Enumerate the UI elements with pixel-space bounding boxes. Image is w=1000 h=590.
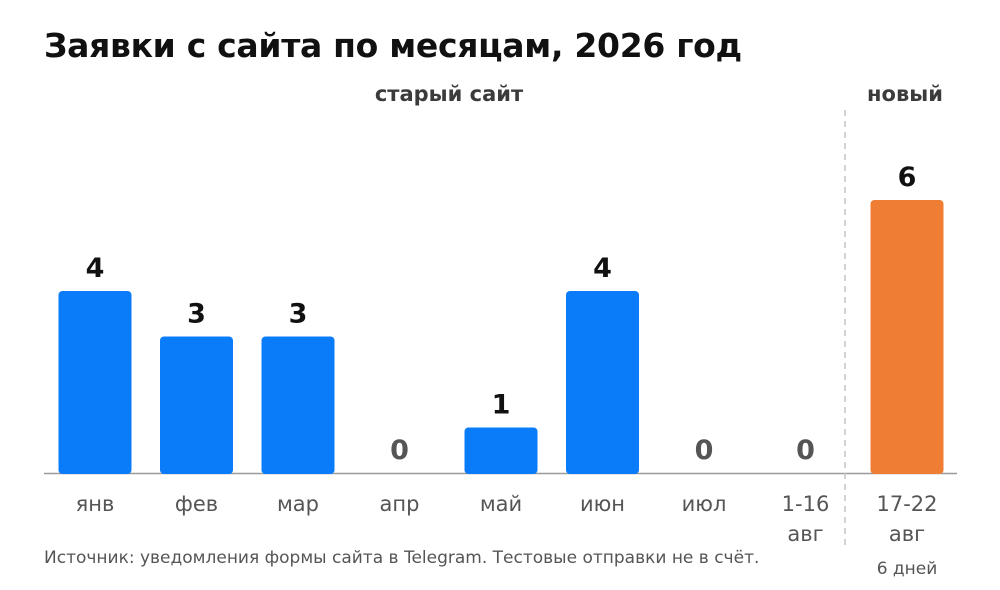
value-label-3: 0 — [390, 435, 409, 466]
tick-label-8-line2: авг — [889, 522, 925, 546]
bar-0 — [58, 291, 132, 474]
value-label-1: 3 — [187, 299, 206, 330]
bar-2 — [261, 336, 335, 474]
bar-5 — [566, 291, 639, 474]
tick-label-6: июл — [682, 492, 727, 516]
tick-label-7: 1-16 — [782, 492, 830, 516]
tick-sublabel-8: 6 дней — [877, 559, 938, 579]
bar-8 — [870, 200, 944, 474]
tick-label-2: мар — [277, 492, 319, 516]
tick-label-5: июн — [580, 492, 625, 516]
value-label-4: 1 — [492, 390, 511, 421]
group-label-new-site: новый — [867, 82, 943, 106]
chart-title: Заявки с сайта по месяцам, 2026 год — [44, 26, 742, 65]
tick-label-0: янв — [76, 492, 115, 516]
value-label-8: 6 — [898, 162, 917, 193]
source-note: Источник: уведомления формы сайта в Tele… — [44, 548, 760, 568]
tick-label-4: май — [480, 492, 522, 516]
group-label-old-site: старый сайт — [374, 82, 524, 106]
tick-label-1: фев — [175, 492, 218, 516]
tick-label-8: 17-22 — [876, 492, 937, 516]
value-label-5: 4 — [593, 253, 612, 284]
bar-4 — [464, 427, 538, 474]
tick-label-3: апр — [380, 492, 420, 516]
value-label-0: 4 — [86, 253, 105, 284]
value-label-7: 0 — [796, 435, 815, 466]
value-label-2: 3 — [289, 299, 308, 330]
bar-1 — [160, 336, 233, 474]
value-label-6: 0 — [695, 435, 714, 466]
tick-label-7-line2: авг — [787, 522, 823, 546]
